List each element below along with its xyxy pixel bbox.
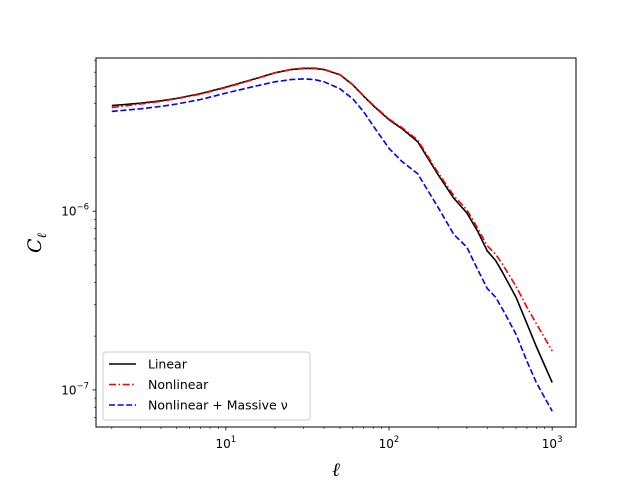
x-axis-label: ℓ — [332, 459, 340, 480]
axis-labels: ℓ Cℓ — [24, 232, 340, 480]
x-tick-label: 103 — [542, 435, 563, 451]
y-tick-label: 10−6 — [61, 203, 89, 219]
y-tick-label: 10−7 — [61, 381, 89, 397]
legend-box — [102, 351, 311, 421]
legend-label-1: Nonlinear — [148, 377, 209, 392]
x-tick-label: 101 — [215, 435, 236, 451]
y-axis-label: Cℓ — [24, 232, 50, 253]
legend-label-0: Linear — [148, 357, 188, 372]
legend-label-2: Nonlinear + Massive ν — [148, 398, 288, 413]
ticks-layer: 101 102 103 10−7 10−6 — [61, 59, 563, 451]
x-tick-label: 102 — [379, 435, 400, 451]
series-line-1 — [111, 67, 553, 352]
series-line-0 — [111, 67, 553, 383]
plot-area-frame — [95, 57, 577, 428]
legend: Linear Nonlinear Nonlinear + Massive ν — [102, 351, 311, 421]
y-axis-label-subscript: ℓ — [35, 232, 50, 238]
series-layer — [111, 67, 553, 412]
y-axis-label-main: C — [24, 238, 46, 253]
